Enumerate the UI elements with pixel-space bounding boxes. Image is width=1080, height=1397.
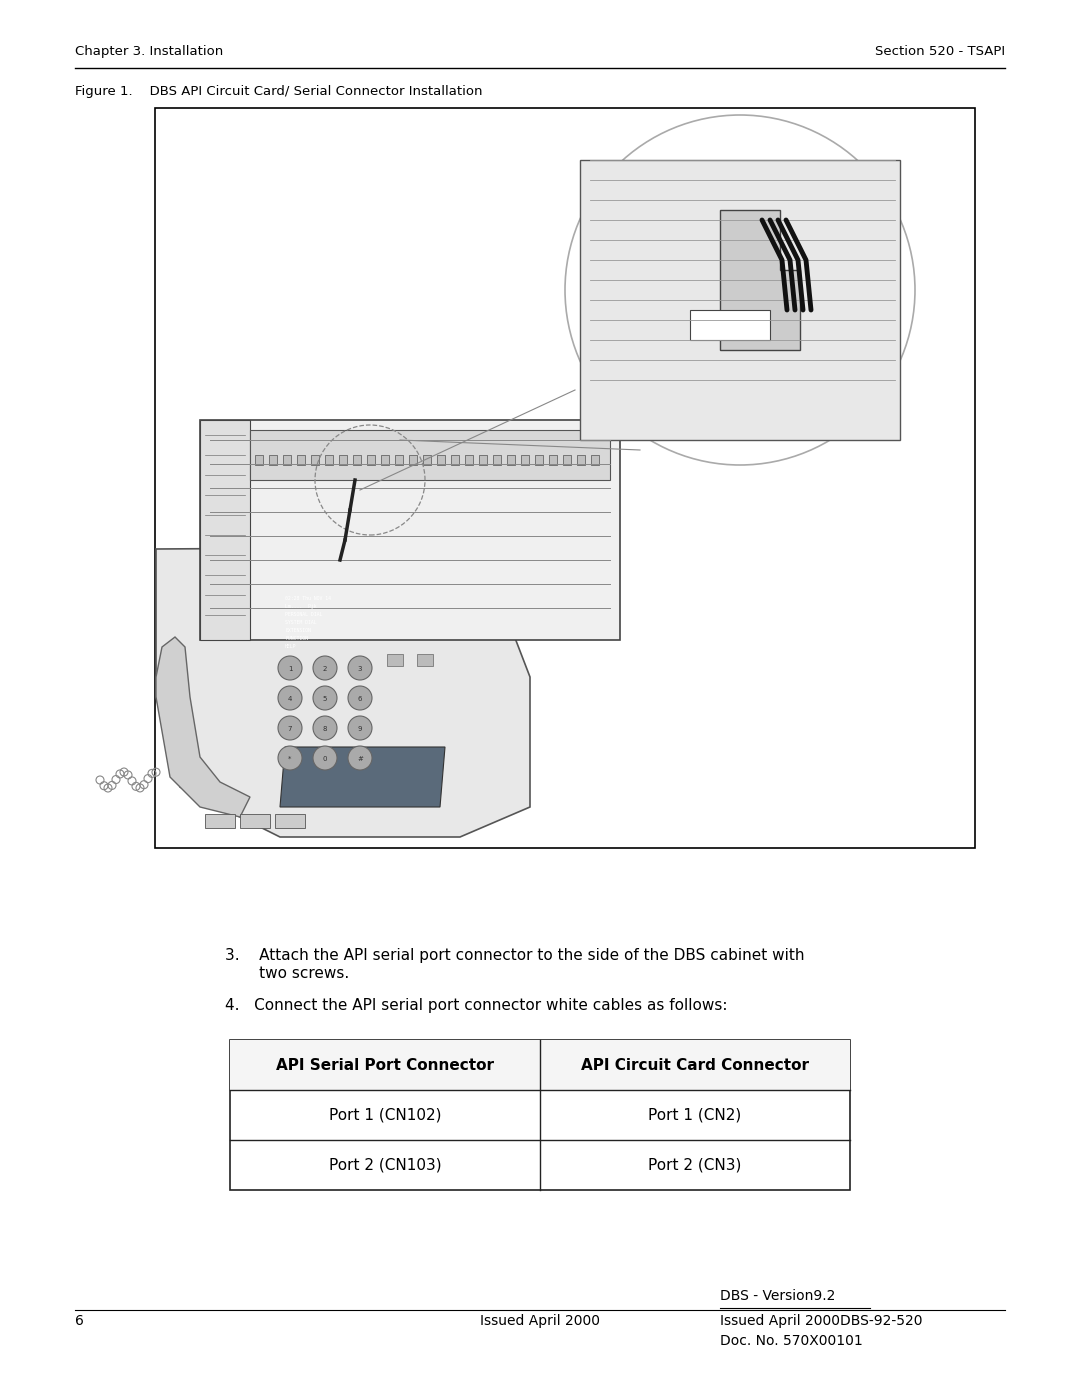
Bar — [200, 420, 249, 640]
Text: Figure 1.    DBS API Circuit Card/ Serial Connector Installation: Figure 1. DBS API Circuit Card/ Serial C… — [75, 85, 483, 98]
Circle shape — [348, 746, 372, 770]
Circle shape — [348, 657, 372, 680]
Bar — [367, 455, 375, 465]
Circle shape — [313, 657, 337, 680]
Bar — [339, 455, 347, 465]
Text: *: * — [288, 756, 292, 761]
Bar — [437, 455, 445, 465]
Text: HELP: HELP — [285, 644, 297, 650]
Circle shape — [313, 717, 337, 740]
Text: Port 1 (CN2): Port 1 (CN2) — [648, 1108, 742, 1123]
Bar — [381, 455, 389, 465]
Bar — [417, 594, 433, 606]
Text: EXTENSION: EXTENSION — [285, 629, 311, 633]
Bar — [521, 455, 529, 465]
Text: SYSTEM DIAL: SYSTEM DIAL — [285, 620, 316, 624]
Polygon shape — [156, 548, 530, 837]
Bar — [480, 455, 487, 465]
Bar — [311, 455, 319, 465]
Text: Port 2 (CN3): Port 2 (CN3) — [648, 1158, 742, 1172]
Text: Section 520 - TSAPI: Section 520 - TSAPI — [875, 45, 1005, 59]
Bar — [387, 654, 403, 666]
Text: API Circuit Card Connector: API Circuit Card Connector — [581, 1058, 809, 1073]
Text: #: # — [357, 756, 363, 761]
Bar — [451, 455, 459, 465]
Bar — [387, 594, 403, 606]
Text: 7: 7 — [287, 726, 293, 732]
Text: Doc. No. 570X00101: Doc. No. 570X00101 — [720, 1334, 863, 1348]
Circle shape — [348, 717, 372, 740]
Bar — [563, 455, 571, 465]
Bar — [283, 455, 291, 465]
Bar — [492, 455, 501, 465]
Text: Issued April 2000: Issued April 2000 — [480, 1315, 600, 1329]
Text: 6: 6 — [357, 696, 362, 703]
Text: Port 2 (CN103): Port 2 (CN103) — [328, 1158, 442, 1172]
Circle shape — [278, 686, 302, 710]
Bar — [255, 455, 264, 465]
Circle shape — [565, 115, 915, 465]
Polygon shape — [720, 210, 800, 351]
Text: Chapter 3. Installation: Chapter 3. Installation — [75, 45, 224, 59]
Bar — [200, 420, 620, 640]
Text: Lm....  Pjk: Lm.... Pjk — [285, 604, 316, 609]
Bar — [465, 455, 473, 465]
Text: DBS - Version9.2: DBS - Version9.2 — [720, 1289, 835, 1303]
Bar — [325, 455, 333, 465]
Circle shape — [348, 686, 372, 710]
Bar — [387, 624, 403, 636]
Bar — [230, 1039, 850, 1090]
Bar — [269, 455, 276, 465]
Text: PERSONAL DIAL: PERSONAL DIAL — [285, 612, 322, 617]
Text: 6: 6 — [75, 1315, 84, 1329]
Text: FUNCTION: FUNCTION — [285, 636, 308, 641]
Bar — [230, 1039, 850, 1190]
Bar — [409, 455, 417, 465]
Circle shape — [278, 746, 302, 770]
Bar — [577, 455, 585, 465]
Bar — [353, 455, 361, 465]
Text: 3.    Attach the API serial port connector to the side of the DBS cabinet with: 3. Attach the API serial port connector … — [225, 949, 805, 963]
Bar — [423, 455, 431, 465]
Polygon shape — [156, 637, 249, 817]
Text: API Serial Port Connector: API Serial Port Connector — [276, 1058, 494, 1073]
Text: 0: 0 — [323, 756, 327, 761]
Text: 02:28 Thu NOV 14: 02:28 Thu NOV 14 — [285, 597, 330, 601]
Bar — [275, 814, 305, 828]
Bar — [395, 455, 403, 465]
Text: 9: 9 — [357, 726, 362, 732]
Bar — [549, 455, 557, 465]
Bar — [591, 455, 599, 465]
Text: 5: 5 — [323, 696, 327, 703]
Text: two screws.: two screws. — [225, 965, 349, 981]
Bar — [297, 455, 305, 465]
Bar — [690, 310, 770, 339]
Text: 4: 4 — [287, 696, 293, 703]
Text: Port 1 (CN102): Port 1 (CN102) — [328, 1108, 442, 1123]
Circle shape — [313, 686, 337, 710]
Polygon shape — [280, 747, 445, 807]
Text: 4.   Connect the API serial port connector white cables as follows:: 4. Connect the API serial port connector… — [225, 997, 728, 1013]
Text: 8: 8 — [323, 726, 327, 732]
Bar — [249, 430, 610, 481]
Bar — [205, 814, 235, 828]
Text: 1: 1 — [287, 666, 293, 672]
Circle shape — [278, 717, 302, 740]
Circle shape — [278, 657, 302, 680]
Text: 3: 3 — [357, 666, 362, 672]
Bar — [156, 108, 975, 848]
Circle shape — [313, 746, 337, 770]
Text: 2: 2 — [323, 666, 327, 672]
Bar — [417, 654, 433, 666]
Bar — [507, 455, 515, 465]
Text: Issued April 2000DBS-92-520: Issued April 2000DBS-92-520 — [720, 1315, 922, 1329]
Bar — [535, 455, 543, 465]
Bar — [417, 624, 433, 636]
Bar — [580, 161, 900, 440]
Bar — [240, 814, 270, 828]
